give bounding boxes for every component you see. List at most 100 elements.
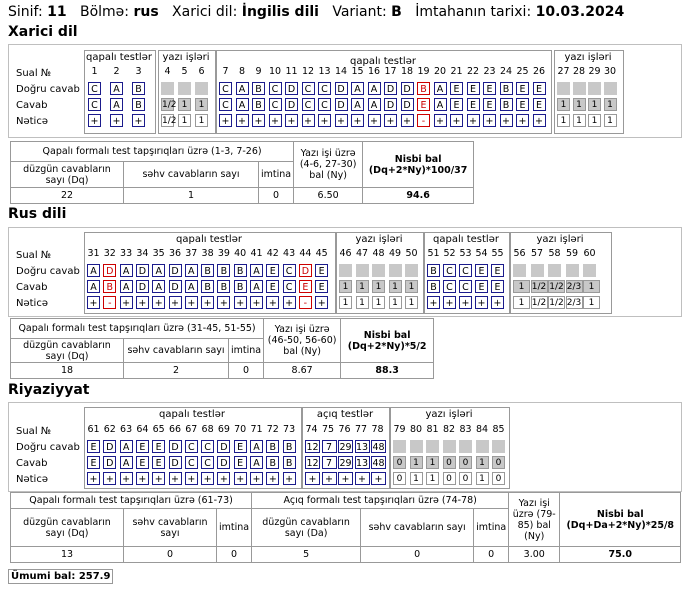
class-label: Sinif: <box>8 4 43 20</box>
exam-date-label: İmtahanın tarixi: <box>415 4 532 20</box>
rus-q1-qnum: 41 <box>250 248 263 259</box>
rus-q1-answer: A <box>250 280 263 293</box>
riyaziyyat-summary-table: Qapalı formalı test tapşırıqları üzrə (6… <box>9 492 682 563</box>
rus-w2-correct-empty <box>513 264 526 277</box>
rus-q2-qnum: 51 <box>427 248 440 259</box>
rus-q1-correct: A <box>184 264 198 277</box>
riyaziyyat-open-qnum: 76 <box>338 424 351 435</box>
rus-w2-result: 1 <box>513 296 530 309</box>
riyaziyyat-q1-result: + <box>266 472 280 485</box>
riyaziyyat-nisbi-value: 75.0 <box>559 546 682 563</box>
xarici-row-label: Nəticə <box>16 116 48 127</box>
riyaziyyat-q1-correct: E <box>233 440 247 453</box>
riyaziyyat-w-correct-empty <box>442 440 456 453</box>
riyaziyyat-da-label: düzgün cavabların sayı (Da) <box>251 508 362 547</box>
rus-q1-answer: D <box>135 280 149 293</box>
riyaziyyat-w-result: 0 <box>492 472 505 485</box>
rus-q1-answer: C <box>282 280 296 293</box>
rus-w2-answer: 1/2 <box>530 280 548 293</box>
rus-group-title: qapalı testlər <box>433 234 499 245</box>
xarici-q2-result: + <box>483 114 496 127</box>
xarici-w1-correct-empty <box>195 82 208 95</box>
rus-w2-answer: 1/2 <box>548 280 565 293</box>
rus-q1-answer: B <box>217 280 231 293</box>
riyaziyyat-q1-qnum: 69 <box>217 424 230 435</box>
xarici-q2-qnum: 23 <box>483 66 496 77</box>
xarici-w2-qnum: 29 <box>588 66 601 77</box>
riyaziyyat-q1-answer: E <box>87 456 100 469</box>
xarici-w1-correct-empty <box>161 82 174 95</box>
riyaziyyat-open-result: + <box>354 472 370 485</box>
xarici-q2-qnum: 10 <box>268 66 282 77</box>
rus-q1-correct: A <box>250 264 263 277</box>
riyaziyyat-q1-result: + <box>217 472 231 485</box>
rus-q1-correct: A <box>152 264 166 277</box>
riyaziyyat-w-answer: 0 <box>442 456 456 469</box>
riyaziyyat-q1-answer: A <box>250 456 263 469</box>
xarici-q1-result: + <box>110 114 123 127</box>
xarici-q2-correct: E <box>466 82 480 95</box>
rus-w1-correct-empty <box>355 264 369 277</box>
riyaziyyat-open-qnum: 78 <box>371 424 384 435</box>
riyaziyyat-section-title: Riyaziyyat <box>8 382 90 398</box>
xarici-q2-result: + <box>235 114 249 127</box>
xarici-w1-correct-empty <box>178 82 191 95</box>
riyaziyyat-open-answer: 12 <box>305 456 320 469</box>
xarici-q2-answer: D <box>400 98 414 111</box>
total-score-label: Ümumi bal: <box>11 571 76 582</box>
riyaziyyat-q1-answer: D <box>217 456 231 469</box>
riyaziyyat-q1-qnum: 67 <box>185 424 198 435</box>
rus-dq-label: düzgün cavabların sayı (Dq) <box>10 338 124 363</box>
riyaziyyat-w-answer: 1 <box>426 456 439 469</box>
xarici-q2-answer: C <box>219 98 232 111</box>
xarici-q2-correct: E <box>450 82 463 95</box>
xarici-q2-correct: E <box>516 82 529 95</box>
riyaziyyat-group-title: açıq testlər <box>316 409 374 420</box>
riyaziyyat-q1-result: + <box>168 472 182 485</box>
rus-q1-answer: D <box>168 280 182 293</box>
xarici-imtina-value: 0 <box>257 187 295 204</box>
rus-w1-result: 1 <box>339 296 352 309</box>
riyaziyyat-w-correct-empty <box>459 440 472 453</box>
section-value: rus <box>133 4 159 20</box>
riyaziyyat-w-correct-empty <box>426 440 439 453</box>
xarici-wrong-value: 1 <box>123 187 259 204</box>
xarici-q1-answer: A <box>110 98 123 111</box>
rus-q1-qnum: 43 <box>283 248 296 259</box>
riyaziyyat-w-result: 0 <box>459 472 472 485</box>
xarici-group-closed2 <box>216 50 552 134</box>
rus-w1-correct-empty <box>339 264 352 277</box>
xarici-w2-qnum: 27 <box>557 66 570 77</box>
riyaziyyat-imtina1-value: 0 <box>215 546 253 563</box>
xarici-q2-answer: C <box>268 98 282 111</box>
xarici-q2-correct: A <box>351 82 364 95</box>
riyaziyyat-q1-correct: D <box>103 440 117 453</box>
rus-w1-correct-empty <box>372 264 385 277</box>
xarici-w2-answer: 1 <box>588 98 601 111</box>
rus-q2-correct: E <box>475 264 488 277</box>
rus-q1-result: + <box>87 296 100 309</box>
xarici-w2-answer: 1 <box>603 98 617 111</box>
rus-q1-answer: B <box>103 280 117 293</box>
xarici-q2-result: + <box>367 114 381 127</box>
xarici-q2-answer: A <box>351 98 364 111</box>
riyaziyyat-q1-qnum: 63 <box>120 424 133 435</box>
rus-w2-qnum: 60 <box>583 248 596 259</box>
rus-dq-value: 18 <box>10 362 124 379</box>
rus-q1-result: - <box>103 296 117 309</box>
rus-q1-qnum: 39 <box>217 248 230 259</box>
rus-summary-table: Qapalı formalı test tapşırıqları üzrə (3… <box>9 318 435 379</box>
xarici-q2-result: + <box>516 114 529 127</box>
xarici-group-closed1 <box>84 50 156 134</box>
rus-w1-result: 1 <box>405 296 418 309</box>
rus-w2-qnum: 57 <box>530 248 544 259</box>
rus-group-title: yazı işləri <box>355 234 403 245</box>
riyaziyyat-q1-answer: E <box>135 456 149 469</box>
xarici-section-title: Xarici dil <box>8 24 78 40</box>
riyaziyyat-q1-correct: D <box>168 440 182 453</box>
xarici-q2-correct: B <box>417 82 430 95</box>
rus-q1-answer: A <box>184 280 198 293</box>
xarici-group-written2 <box>554 50 624 134</box>
exam-header: Sinif: 11 Bölmə: rus Xarici dil: İngilis… <box>8 4 624 20</box>
riyaziyyat-open-correct: 29 <box>338 440 353 453</box>
